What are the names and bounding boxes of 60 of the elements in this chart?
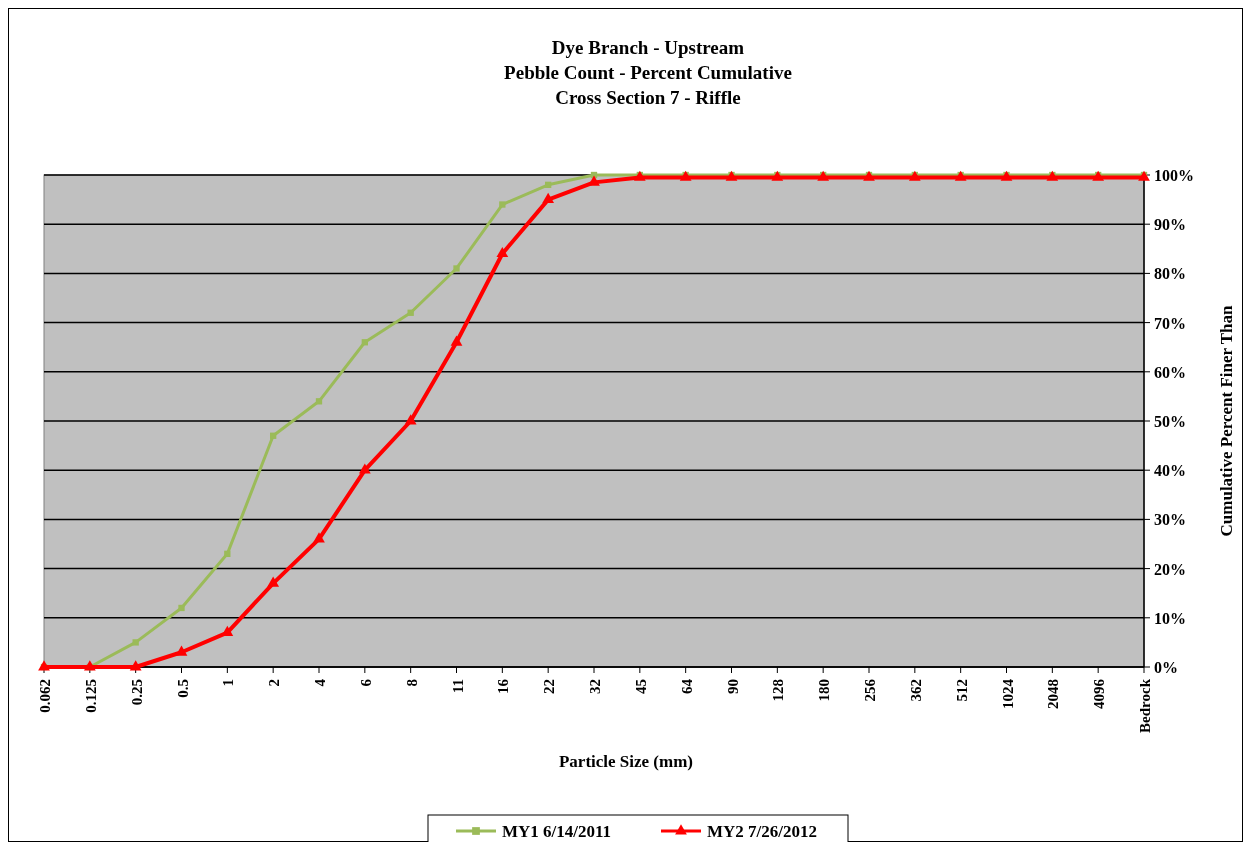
x-tick-label: 1 xyxy=(220,679,237,687)
point xyxy=(132,639,139,646)
x-tick-label: 22 xyxy=(541,679,558,694)
x-tick-label: 256 xyxy=(862,678,878,702)
chart-subtitle: Pebble Count - Percent Cumulative Cross Section 7 - Riffle xyxy=(504,62,792,108)
x-tick-label: 8 xyxy=(403,679,420,687)
point xyxy=(407,309,414,316)
x-tick-label: 2 xyxy=(266,679,283,687)
point xyxy=(496,246,509,258)
point xyxy=(315,398,323,405)
point xyxy=(313,532,325,543)
x-tick-label: 6 xyxy=(357,678,374,687)
x-tick-label: Bedrock xyxy=(1137,678,1153,733)
x-tick-label: 4 xyxy=(312,678,328,687)
y-tick-label: 80% xyxy=(1154,265,1186,283)
x-tick-label: 512 xyxy=(953,679,970,702)
y-tick-label: 50% xyxy=(1154,413,1186,430)
y-tick-label: 0% xyxy=(1154,659,1178,676)
y-tick-label: 100% xyxy=(1154,167,1194,184)
point xyxy=(224,550,231,557)
y-tick-label: 40% xyxy=(1154,462,1186,480)
point xyxy=(545,181,552,188)
x-tick-label: 2048 xyxy=(1045,679,1062,709)
x-axis-title: Particle Size (mm) xyxy=(558,752,694,771)
y-axis-title: Cumulative Percent Finer Than xyxy=(1217,305,1236,537)
legend-label: MY2 7/26/2012 xyxy=(707,822,818,841)
point xyxy=(450,335,463,346)
x-tick-label: 1024 xyxy=(999,678,1016,709)
x-tick-label: 4096 xyxy=(1091,678,1108,709)
x-tick-label: 11 xyxy=(449,679,466,694)
legend-label: MY1 6/14/2011 xyxy=(502,822,612,841)
x-tick-label: 128 xyxy=(770,679,787,702)
y-tick-label: 20% xyxy=(1154,560,1186,578)
x-tick-label: 0.5 xyxy=(174,679,191,698)
y-tick-label: 90% xyxy=(1154,216,1186,234)
x-tick-label: 16 xyxy=(495,678,512,694)
x-tick-label: 0.125 xyxy=(82,679,99,713)
point xyxy=(453,265,460,272)
point xyxy=(404,414,417,425)
x-tick-label: 90 xyxy=(724,679,741,694)
y-tick-label: 10% xyxy=(1154,609,1186,627)
x-tick-label: 0.25 xyxy=(128,679,145,706)
x-tick-label: 45 xyxy=(632,679,649,694)
chart-title: Dye Branch - Upstream xyxy=(551,37,745,58)
point xyxy=(129,660,142,671)
point xyxy=(267,576,280,587)
point xyxy=(178,604,185,612)
y-tick-label: 70% xyxy=(1154,314,1186,332)
point xyxy=(361,339,368,346)
x-tick-label: 180 xyxy=(816,679,833,702)
x-tick-label: 64 xyxy=(678,678,695,694)
y-tick-label: 60% xyxy=(1154,363,1186,381)
point xyxy=(542,192,555,203)
y-tick-label: 30% xyxy=(1154,511,1186,529)
point xyxy=(499,201,506,208)
x-tick-label: 0.062 xyxy=(37,679,53,713)
point xyxy=(270,432,277,439)
x-tick-label: 362 xyxy=(907,679,924,702)
x-tick-label: 32 xyxy=(587,679,603,694)
point xyxy=(358,463,371,474)
